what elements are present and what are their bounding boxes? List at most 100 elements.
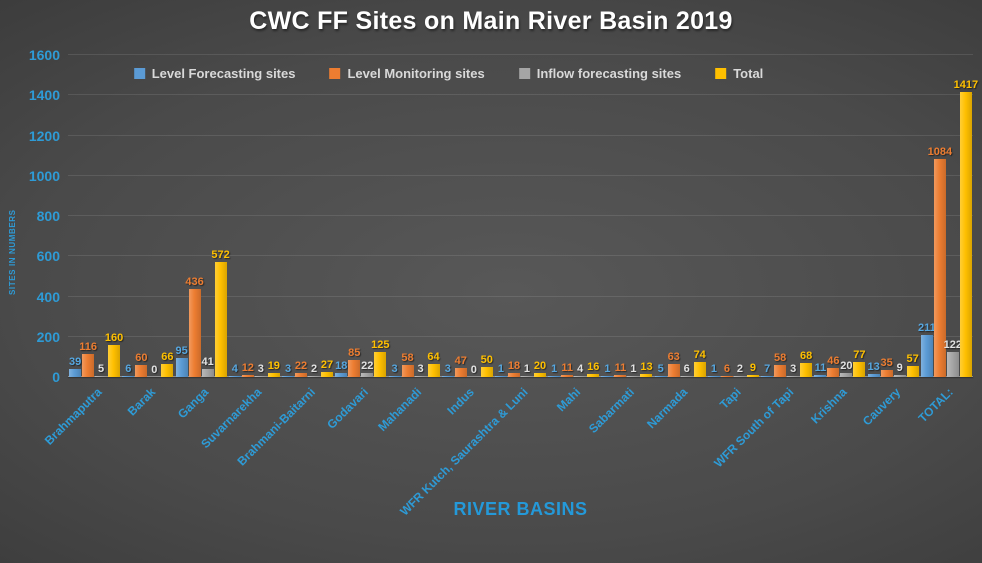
bar-value-label: 39 — [68, 356, 82, 369]
bar-value-label: 19 — [267, 360, 280, 373]
legend-item: Level Monitoring sites — [329, 66, 485, 81]
bar: 74 — [694, 349, 706, 377]
bar-value-label: 18 — [507, 360, 521, 373]
legend-label: Total — [733, 66, 764, 81]
bar-value-label: 11 — [814, 361, 827, 374]
gridline — [68, 295, 973, 297]
legend-item: Total — [715, 66, 763, 81]
bar-value-label: 16 — [587, 360, 600, 373]
bar-value-label: 1 — [497, 362, 505, 375]
bar: 3 — [388, 363, 401, 377]
bar: 46 — [827, 355, 840, 377]
bar-value-label: 125 — [371, 338, 390, 351]
bar-group: 211 1084 122 1417 TOTAL: — [916, 55, 978, 425]
bar: 18 — [508, 360, 520, 377]
bar: 2 — [733, 363, 746, 377]
bar: 47 — [455, 355, 467, 377]
bar: 1084 — [928, 146, 952, 377]
bar-group: 5 63 6 74 Narmada — [644, 55, 707, 431]
bar-group: 4 12 3 19 Suvarnarekha — [198, 55, 281, 451]
legend-label: Level Monitoring sites — [347, 66, 485, 81]
bar: 3 — [282, 363, 295, 377]
bar-group: 18 85 22 125 Godavari — [324, 55, 389, 432]
bar-value-label: 122 — [943, 339, 963, 352]
bar: 4 — [574, 363, 587, 377]
bar-value-label: 0 — [470, 364, 477, 376]
legend-item: Inflow forecasting sites — [518, 66, 681, 81]
legend-swatch — [715, 68, 727, 79]
bar-group: 3 58 3 64 Mahanadi — [375, 55, 440, 434]
bar: 12 — [242, 362, 254, 377]
bar-value-label: 0 — [151, 364, 158, 376]
bar-group: 7 58 3 68 WFR South of Tapi — [711, 55, 813, 470]
bar-value-label: 60 — [135, 351, 148, 364]
bar-value-label: 47 — [454, 354, 467, 367]
bar: 1 — [548, 363, 561, 377]
bar: 5 — [654, 363, 667, 377]
plot-area: Level Forecasting sites Level Monitoring … — [29, 47, 978, 519]
bar: 1 — [707, 363, 720, 377]
bar: 1 — [627, 363, 640, 377]
y-tick-label: 1200 — [28, 127, 60, 144]
bar: 22 — [295, 360, 307, 377]
bar-value-label: 2 — [310, 362, 318, 375]
bar-value-label: 9 — [896, 362, 903, 375]
bar: 1 — [494, 363, 507, 377]
bar-value-label: 2 — [736, 362, 743, 375]
bar: 13 — [640, 361, 653, 377]
bar: 20 — [534, 360, 546, 377]
bar-value-label: 3 — [391, 362, 398, 375]
bar-group: 95 436 41 572 Ganga — [174, 55, 230, 421]
bar: 7 — [761, 363, 774, 377]
legend: Level Forecasting sites Level Monitoring … — [133, 66, 763, 81]
bar-value-label: 35 — [880, 356, 893, 369]
category-label: Barak — [124, 385, 158, 419]
bar-value-label: 7 — [764, 362, 771, 375]
bar-group: 3 22 2 27 Brahmani-Baitarni — [234, 55, 334, 469]
bar-value-label: 68 — [800, 350, 813, 363]
bar-value-label: 1417 — [953, 78, 979, 91]
category-label: Mahanadi — [374, 385, 424, 435]
bar-value-label: 95 — [175, 344, 188, 357]
bar: 35 — [881, 357, 893, 377]
legend-swatch — [518, 68, 530, 79]
bar: 20 — [840, 360, 853, 377]
bar-value-label: 6 — [683, 362, 690, 375]
bar: 1 — [601, 363, 614, 377]
bar-value-label: 13 — [867, 361, 880, 374]
bar: 13 — [868, 361, 880, 377]
bar: 116 — [79, 341, 97, 377]
bar: 66 — [161, 351, 173, 377]
y-tick-label: 800 — [36, 208, 60, 224]
bar-value-label: 436 — [185, 276, 204, 289]
bar-value-label: 77 — [853, 348, 866, 361]
bar-groups: 39 116 5 160 Brahmaputra 6 60 0 66 Barak 95 436 41 57… — [42, 55, 978, 519]
bar-value-label: 1 — [551, 362, 558, 375]
bar: 3 — [414, 363, 427, 377]
bar-value-label: 22 — [294, 359, 308, 372]
bar-value-label: 50 — [480, 353, 493, 366]
chart-title: CWC FF Sites on Main River Basin 2019 — [249, 7, 733, 35]
bar: 95 — [175, 345, 188, 377]
bar: 57 — [907, 353, 919, 377]
category-label: Brahmaputra — [41, 385, 105, 448]
bar: 41 — [201, 356, 214, 377]
bar-value-label: 27 — [320, 358, 334, 371]
bar: 58 — [401, 352, 414, 377]
bar: 18 — [335, 360, 347, 377]
bar: 9 — [893, 362, 906, 377]
bar-group: 39 116 5 160 Brahmaputra — [42, 55, 123, 448]
category-label: Narmada — [643, 385, 691, 432]
bar-value-label: 6 — [125, 362, 132, 375]
bar-value-label: 4 — [231, 362, 238, 375]
bar-value-label: 1 — [604, 362, 611, 375]
bar-value-label: 1 — [710, 362, 717, 375]
bar: 2 — [308, 363, 321, 377]
bar-value-label: 11 — [614, 361, 627, 374]
category-label: TOTAL: — [916, 385, 957, 426]
legend-swatch — [133, 68, 145, 79]
bar: 77 — [853, 349, 866, 377]
bar: 125 — [371, 339, 389, 377]
y-tick-label: 600 — [36, 248, 60, 265]
